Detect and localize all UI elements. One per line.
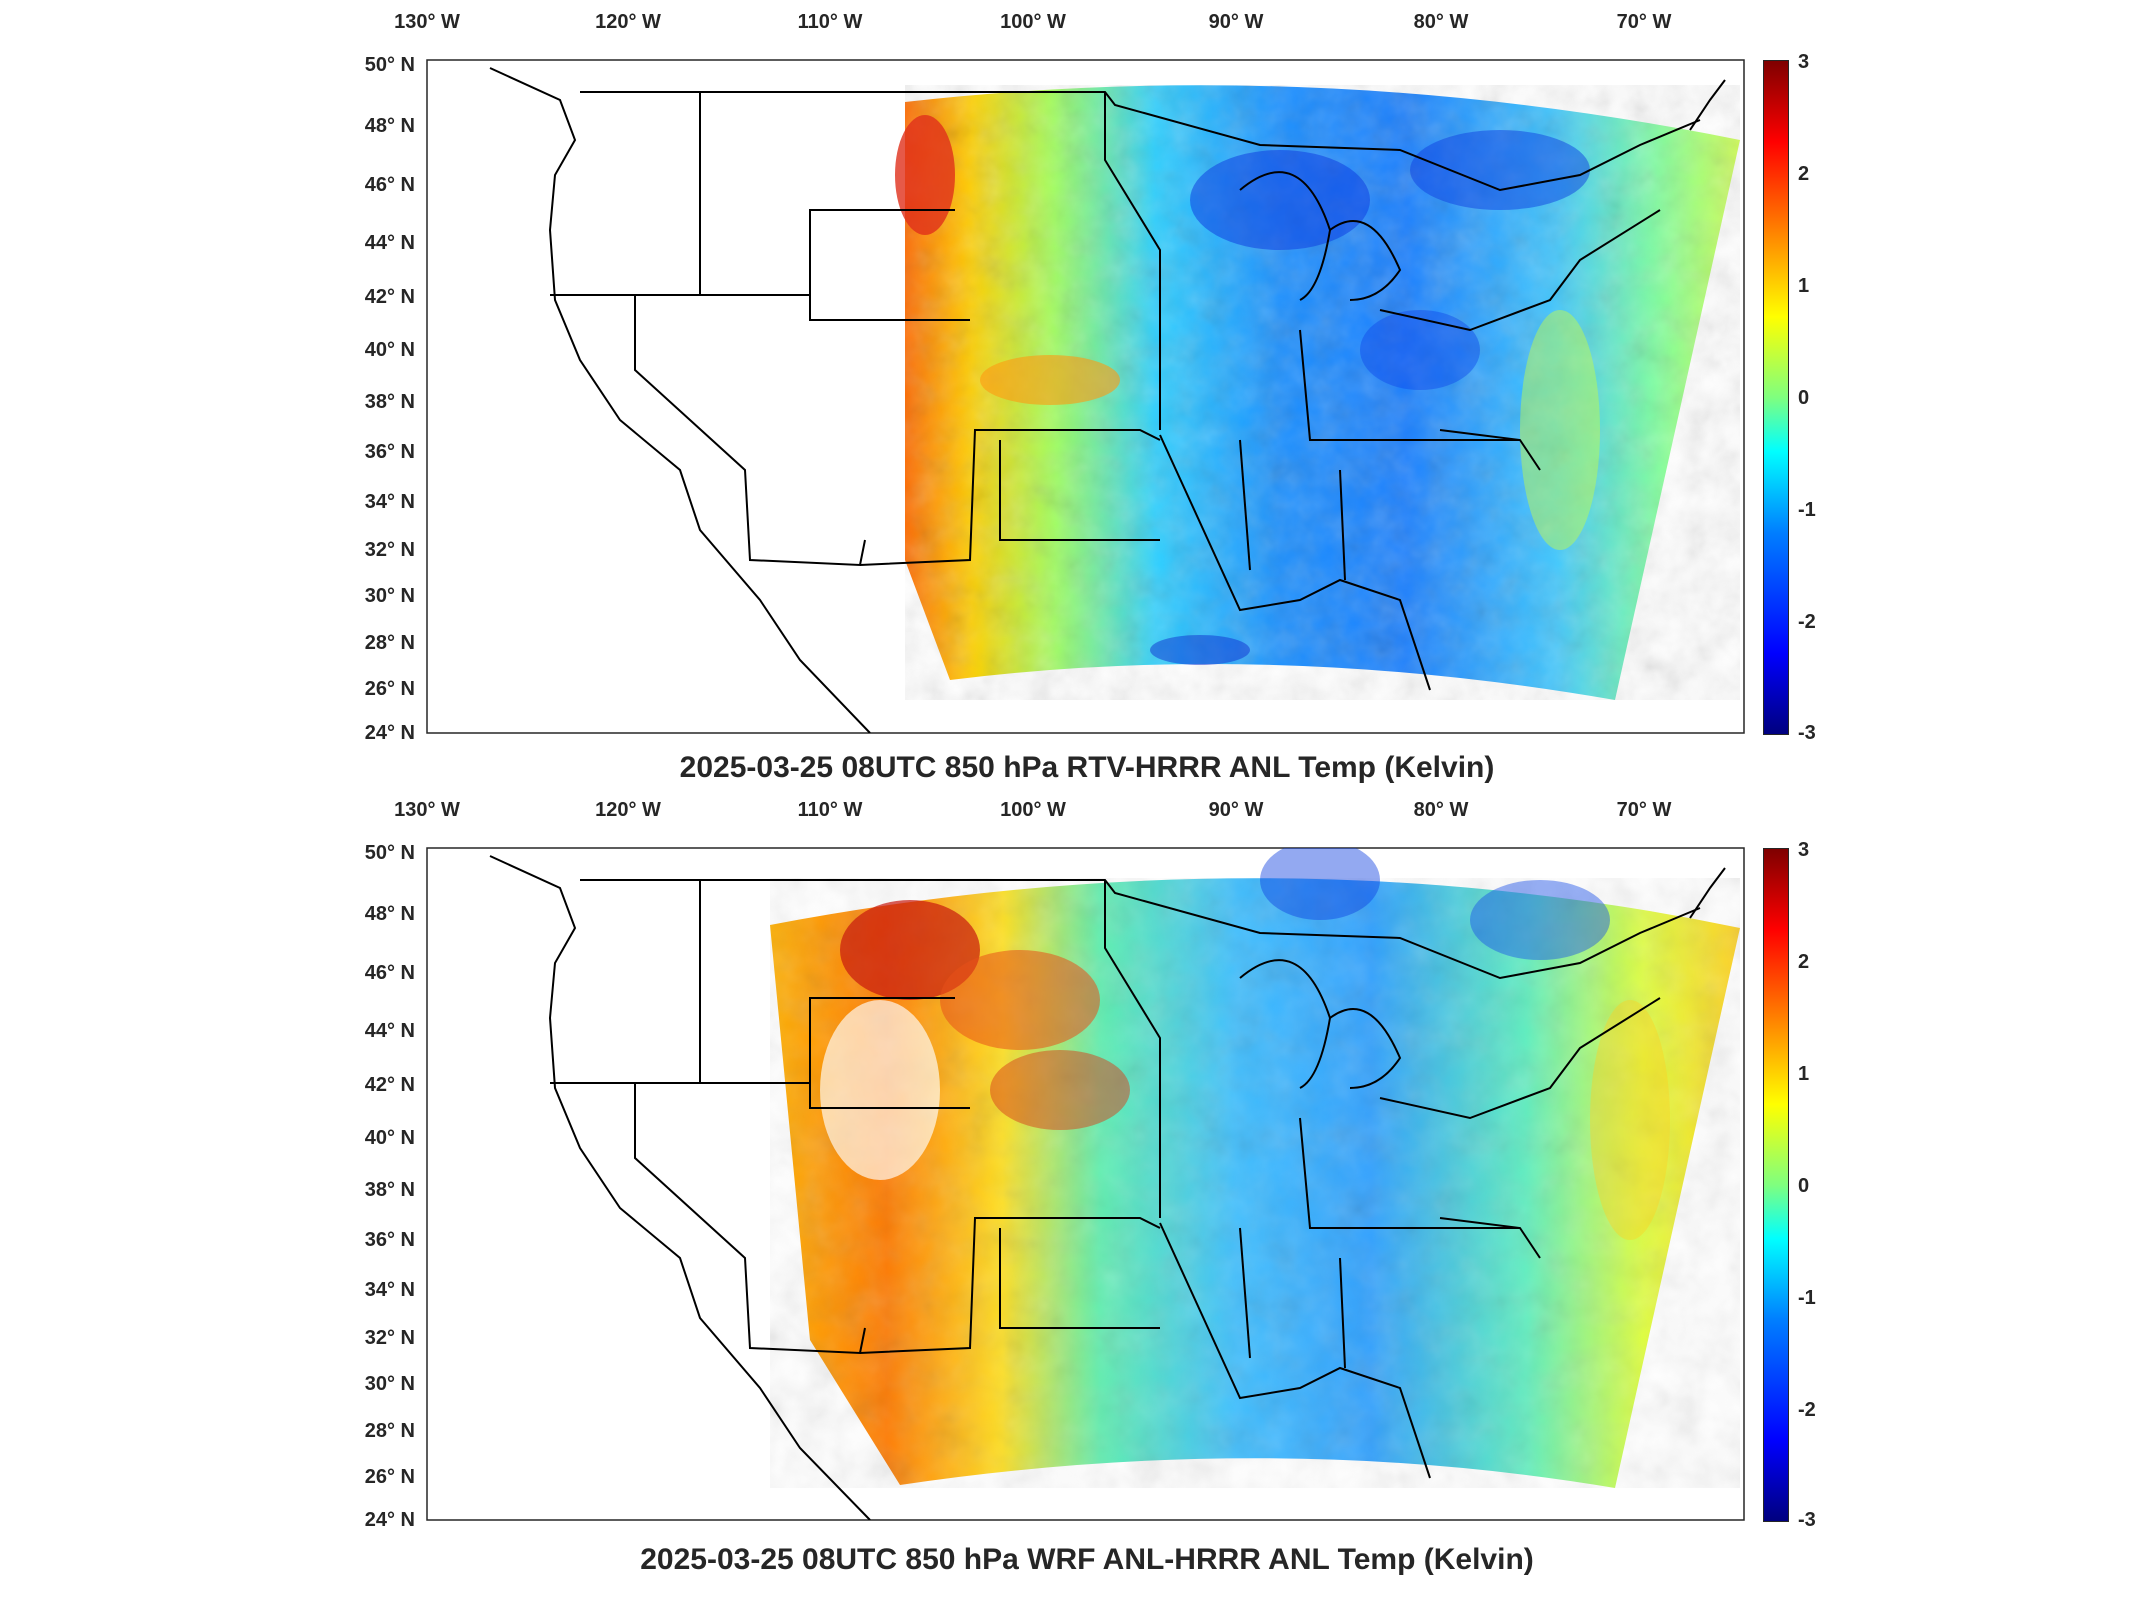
lat-label: 36° N <box>364 441 415 463</box>
panel-title: 2025-03-25 08UTC 850 hPa WRF ANL-HRRR AN… <box>640 1543 1534 1576</box>
lat-label: 46° N <box>364 174 415 196</box>
colorbar-tick: -3 <box>1798 1509 1816 1531</box>
colorbar-tick: -1 <box>1798 1287 1816 1309</box>
colorbar-tick: 3 <box>1798 51 1810 73</box>
lat-label: 38° N <box>364 1179 415 1201</box>
lon-label: 70° W <box>1616 11 1672 33</box>
colorbar-tick: -2 <box>1798 611 1816 633</box>
lon-label: 130° W <box>394 11 460 33</box>
colorbar-tick: 2 <box>1798 951 1810 973</box>
lat-label: 44° N <box>364 1020 415 1042</box>
lat-label: 24° N <box>364 722 415 744</box>
lon-label: 90° W <box>1208 799 1264 821</box>
lat-label: 40° N <box>364 339 415 361</box>
colorbar-tick: -2 <box>1798 1399 1816 1421</box>
lat-label: 24° N <box>364 1509 415 1531</box>
lat-label: 46° N <box>364 962 415 984</box>
colorbar-tick: -1 <box>1798 499 1816 521</box>
lat-label: 28° N <box>364 1420 415 1442</box>
lon-label: 110° W <box>797 799 863 821</box>
lon-label: 120° W <box>595 11 661 33</box>
lon-label: 100° W <box>1000 11 1066 33</box>
map-panel-wrf: 130° W 120° W 110° W 100° W 90° W 80° W … <box>0 790 2133 1590</box>
lat-label: 48° N <box>364 115 415 137</box>
lat-label: 50° N <box>364 842 415 864</box>
map-panel-rtv: 130° W 120° W 110° W 100° W 90° W 80° W … <box>364 11 1816 784</box>
lat-label: 42° N <box>364 286 415 308</box>
lat-label: 28° N <box>364 632 415 654</box>
lat-label: 34° N <box>364 1279 415 1301</box>
lat-label: 38° N <box>364 391 415 413</box>
lat-label: 30° N <box>364 1373 415 1395</box>
map-figure <box>426 59 1745 734</box>
borders <box>489 67 1726 733</box>
lon-label: 90° W <box>1208 11 1264 33</box>
lon-label: 110° W <box>797 11 863 33</box>
borders <box>489 855 1726 1520</box>
lon-label: 80° W <box>1413 11 1469 33</box>
colorbar-tick: 0 <box>1798 1175 1810 1197</box>
lat-label: 48° N <box>364 903 415 925</box>
lat-label: 26° N <box>364 1466 415 1488</box>
lat-label: 44° N <box>364 232 415 254</box>
colorbar-tick: 0 <box>1798 387 1810 409</box>
colorbar <box>1763 848 1789 1522</box>
lon-label: 70° W <box>1616 799 1672 821</box>
lon-label: 80° W <box>1413 799 1469 821</box>
lat-label: 32° N <box>364 539 415 561</box>
colorbar-tick: -3 <box>1798 722 1816 744</box>
lat-label: 30° N <box>364 585 415 607</box>
colorbar-tick: 2 <box>1798 163 1810 185</box>
map-figure <box>426 847 1745 1521</box>
lon-label: 100° W <box>1000 799 1066 821</box>
lat-label: 26° N <box>364 678 415 700</box>
colorbar-tick: 3 <box>1798 839 1810 861</box>
lon-label: 120° W <box>595 799 661 821</box>
colorbar <box>1763 60 1789 735</box>
lat-label: 50° N <box>364 54 415 76</box>
lat-label: 32° N <box>364 1327 415 1349</box>
lat-label: 42° N <box>364 1074 415 1096</box>
lat-label: 34° N <box>364 491 415 513</box>
panel-title: 2025-03-25 08UTC 850 hPa RTV-HRRR ANL Te… <box>679 751 1495 784</box>
lat-label: 40° N <box>364 1127 415 1149</box>
lat-label: 36° N <box>364 1229 415 1251</box>
lon-label: 130° W <box>394 799 460 821</box>
colorbar-tick: 1 <box>1798 275 1810 297</box>
colorbar-tick: 1 <box>1798 1063 1810 1085</box>
